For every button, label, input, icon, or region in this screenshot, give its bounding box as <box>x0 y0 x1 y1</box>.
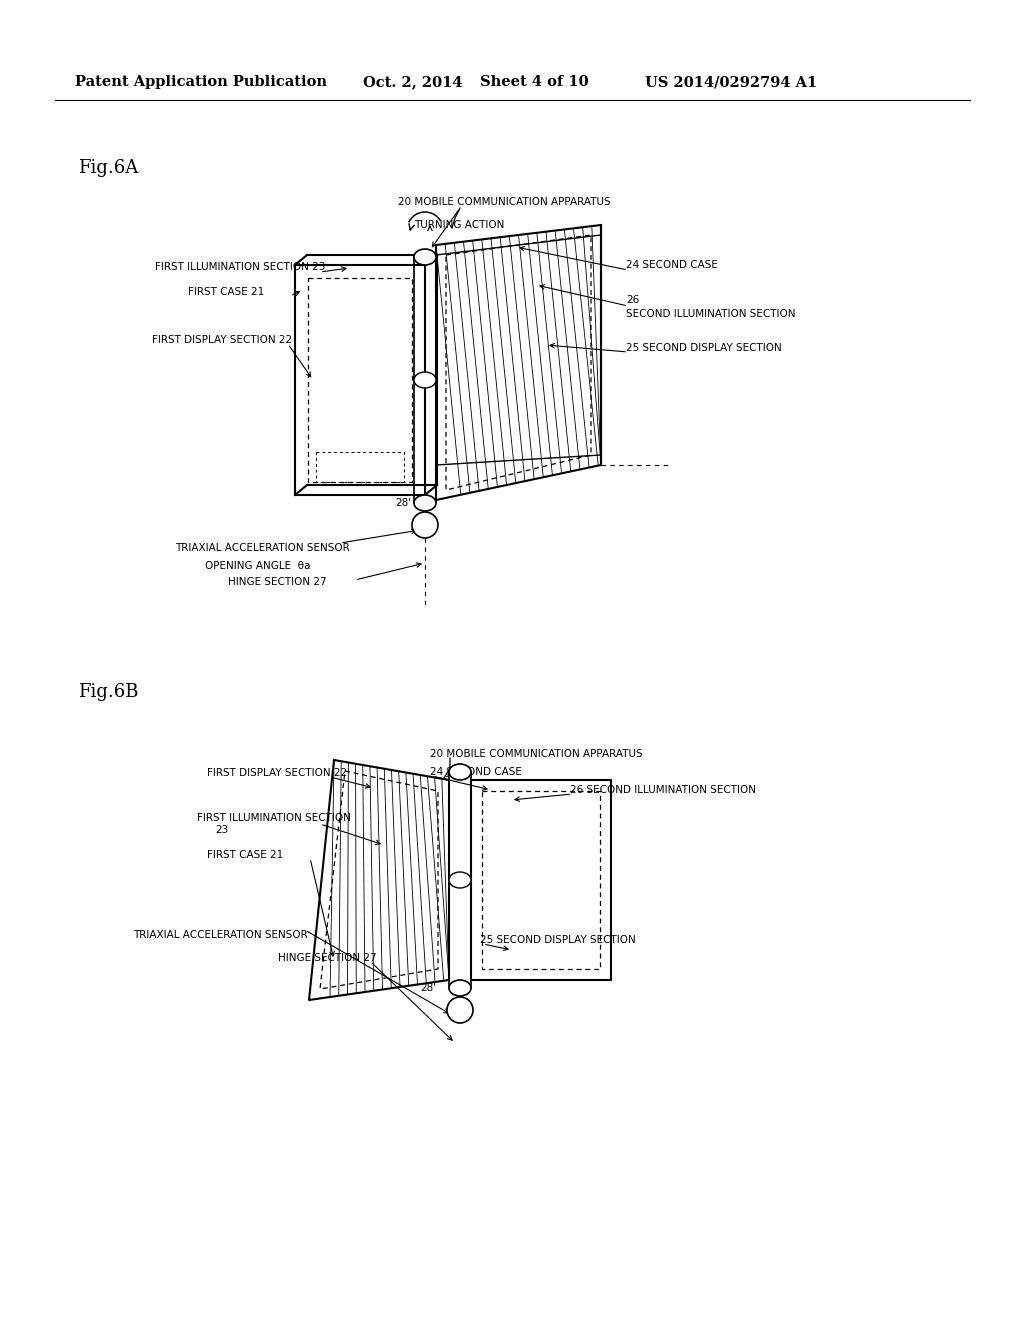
Text: FIRST ILLUMINATION SECTION 23: FIRST ILLUMINATION SECTION 23 <box>155 261 326 272</box>
Text: 26: 26 <box>626 294 639 305</box>
Text: Sheet 4 of 10: Sheet 4 of 10 <box>480 75 589 88</box>
Circle shape <box>447 997 473 1023</box>
Text: 23: 23 <box>215 825 228 836</box>
Ellipse shape <box>414 495 436 511</box>
Text: 20 MOBILE COMMUNICATION APPARATUS: 20 MOBILE COMMUNICATION APPARATUS <box>430 748 643 759</box>
Text: Patent Application Publication: Patent Application Publication <box>75 75 327 88</box>
Text: Fig.6B: Fig.6B <box>78 682 138 701</box>
Text: HINGE SECTION 27: HINGE SECTION 27 <box>228 577 327 587</box>
Text: 25 SECOND DISPLAY SECTION: 25 SECOND DISPLAY SECTION <box>626 343 781 352</box>
Text: 28': 28' <box>420 983 436 993</box>
Text: FIRST ILLUMINATION SECTION: FIRST ILLUMINATION SECTION <box>197 813 351 822</box>
Text: FIRST CASE 21: FIRST CASE 21 <box>207 850 284 861</box>
Ellipse shape <box>449 873 471 888</box>
Text: TURNING ACTION: TURNING ACTION <box>414 220 505 230</box>
Text: TRIAXIAL ACCELERATION SENSOR: TRIAXIAL ACCELERATION SENSOR <box>175 543 350 553</box>
Text: FIRST CASE 21: FIRST CASE 21 <box>188 286 264 297</box>
Text: 20 MOBILE COMMUNICATION APPARATUS: 20 MOBILE COMMUNICATION APPARATUS <box>398 197 610 207</box>
Text: TRIAXIAL ACCELERATION SENSOR: TRIAXIAL ACCELERATION SENSOR <box>133 931 308 940</box>
Text: Oct. 2, 2014: Oct. 2, 2014 <box>362 75 463 88</box>
Ellipse shape <box>449 979 471 997</box>
Text: 26 SECOND ILLUMINATION SECTION: 26 SECOND ILLUMINATION SECTION <box>570 785 756 795</box>
Text: 24 SECOND CASE: 24 SECOND CASE <box>626 260 718 271</box>
Ellipse shape <box>449 764 471 780</box>
Text: Fig.6A: Fig.6A <box>78 158 138 177</box>
Text: SECOND ILLUMINATION SECTION: SECOND ILLUMINATION SECTION <box>626 309 796 319</box>
Text: HINGE SECTION 27: HINGE SECTION 27 <box>278 953 377 964</box>
Circle shape <box>412 512 438 539</box>
Text: FIRST DISPLAY SECTION 22: FIRST DISPLAY SECTION 22 <box>152 335 292 345</box>
Text: 24 SECOND CASE: 24 SECOND CASE <box>430 767 522 777</box>
Text: 28': 28' <box>395 498 411 508</box>
Text: 25 SECOND DISPLAY SECTION: 25 SECOND DISPLAY SECTION <box>480 935 636 945</box>
Text: OPENING ANGLE  θa: OPENING ANGLE θa <box>205 561 310 572</box>
Ellipse shape <box>414 249 436 265</box>
Text: FIRST DISPLAY SECTION 22: FIRST DISPLAY SECTION 22 <box>207 768 347 777</box>
Ellipse shape <box>414 372 436 388</box>
Text: US 2014/0292794 A1: US 2014/0292794 A1 <box>645 75 817 88</box>
